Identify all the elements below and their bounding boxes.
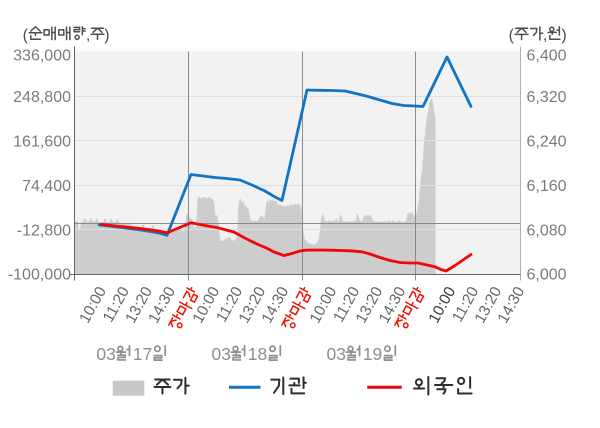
svg-text:6,240: 6,240 <box>527 134 567 151</box>
svg-text:,: , <box>543 27 547 44</box>
svg-text:6,080: 6,080 <box>527 223 567 240</box>
svg-text:336,000: 336,000 <box>13 48 71 65</box>
svg-text:-12,800: -12,800 <box>17 223 71 240</box>
svg-text:,: , <box>86 27 90 44</box>
svg-text:(: ( <box>509 27 515 44</box>
svg-text:6,400: 6,400 <box>527 48 567 65</box>
svg-text:): ) <box>561 27 566 44</box>
svg-text:-100,000: -100,000 <box>8 267 71 284</box>
svg-text:161,600: 161,600 <box>13 134 71 151</box>
svg-text:03: 03 <box>212 344 231 364</box>
svg-text:17: 17 <box>133 344 152 364</box>
svg-text:6,000: 6,000 <box>527 267 567 284</box>
svg-text:248,800: 248,800 <box>13 89 71 106</box>
svg-text:6,320: 6,320 <box>527 89 567 106</box>
svg-text:03: 03 <box>327 344 346 364</box>
svg-text:6,160: 6,160 <box>527 178 567 195</box>
svg-text:): ) <box>104 27 109 44</box>
svg-text:(: ( <box>23 27 29 44</box>
svg-text:74,400: 74,400 <box>22 178 71 195</box>
svg-text:18: 18 <box>248 344 267 364</box>
svg-text:03: 03 <box>96 344 115 364</box>
svg-text:19: 19 <box>363 344 382 364</box>
